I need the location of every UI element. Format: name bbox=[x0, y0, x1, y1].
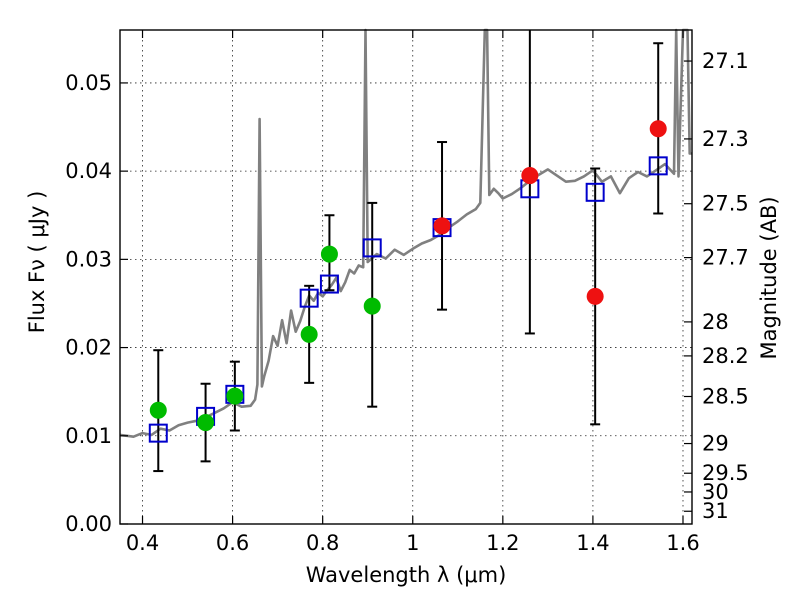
model-photometry-square bbox=[299, 288, 319, 308]
y-tick-label: 0.00 bbox=[65, 512, 112, 536]
observed-point-red bbox=[521, 167, 539, 185]
model-photometry-square bbox=[362, 238, 382, 258]
x-tick-label: 1.2 bbox=[486, 531, 519, 555]
magnitude-tick-label: 27.3 bbox=[702, 127, 749, 151]
model-spectrum-line bbox=[119, 28, 692, 438]
model-spectrum bbox=[119, 28, 692, 438]
magnitude-tick-label: 29 bbox=[702, 432, 729, 456]
y-tick-label: 0.01 bbox=[65, 424, 112, 448]
magnitude-tick-label: 28 bbox=[702, 310, 729, 334]
magnitude-tick-label: 28.5 bbox=[702, 384, 749, 408]
model-photometry-square bbox=[648, 156, 668, 176]
observed-point-green bbox=[320, 245, 338, 263]
model-photometry-square bbox=[585, 182, 605, 202]
magnitude-tick-label: 28.2 bbox=[702, 344, 749, 368]
x-tick-label: 0.8 bbox=[306, 531, 339, 555]
y-tick-label: 0.05 bbox=[65, 71, 112, 95]
x-tick-label: 0.4 bbox=[126, 531, 159, 555]
observed-point-red bbox=[586, 287, 604, 305]
x-tick-label: 1.6 bbox=[666, 531, 699, 555]
model-photometry-square bbox=[148, 423, 168, 443]
x-tick-label: 1 bbox=[406, 531, 419, 555]
magnitude-tick-label: 31 bbox=[702, 499, 729, 523]
magnitude-tick-label: 30 bbox=[702, 480, 729, 504]
observed-point-green bbox=[149, 401, 167, 419]
magnitude-tick-label: 27.1 bbox=[702, 49, 749, 73]
x-axis-ticks: 0.4 0.6 0.8 1 1.2 1.4 1.6 bbox=[126, 30, 700, 555]
y-axis-label: Flux Fν ( μJy ) bbox=[25, 191, 49, 334]
model-photometry-square bbox=[319, 274, 339, 294]
observed-point-green bbox=[226, 387, 244, 405]
y-axis-ticks: 0.00 0.01 0.02 0.03 0.04 0.05 bbox=[65, 71, 128, 536]
x-tick-label: 1.4 bbox=[576, 531, 609, 555]
observed-point-red bbox=[433, 217, 451, 235]
plot-frame bbox=[119, 29, 693, 525]
y-tick-label: 0.03 bbox=[65, 247, 112, 271]
observed-point-green bbox=[363, 297, 381, 315]
magnitude-tick-label: 29.5 bbox=[702, 461, 749, 485]
data-points bbox=[148, 120, 668, 443]
observed-point-green bbox=[197, 414, 215, 432]
y-tick-label: 0.04 bbox=[65, 159, 112, 183]
observed-point-green bbox=[300, 325, 318, 343]
x-tick-label: 0.6 bbox=[216, 531, 249, 555]
x-axis-label: Wavelength λ (μm) bbox=[306, 563, 507, 587]
magnitude-tick-label: 27.5 bbox=[702, 192, 749, 216]
y-tick-label: 0.02 bbox=[65, 336, 112, 360]
magnitude-tick-label: 27.7 bbox=[702, 246, 749, 270]
magnitude-axis-label: Magnitude (AB) bbox=[757, 196, 781, 359]
observed-point-red bbox=[649, 120, 667, 138]
